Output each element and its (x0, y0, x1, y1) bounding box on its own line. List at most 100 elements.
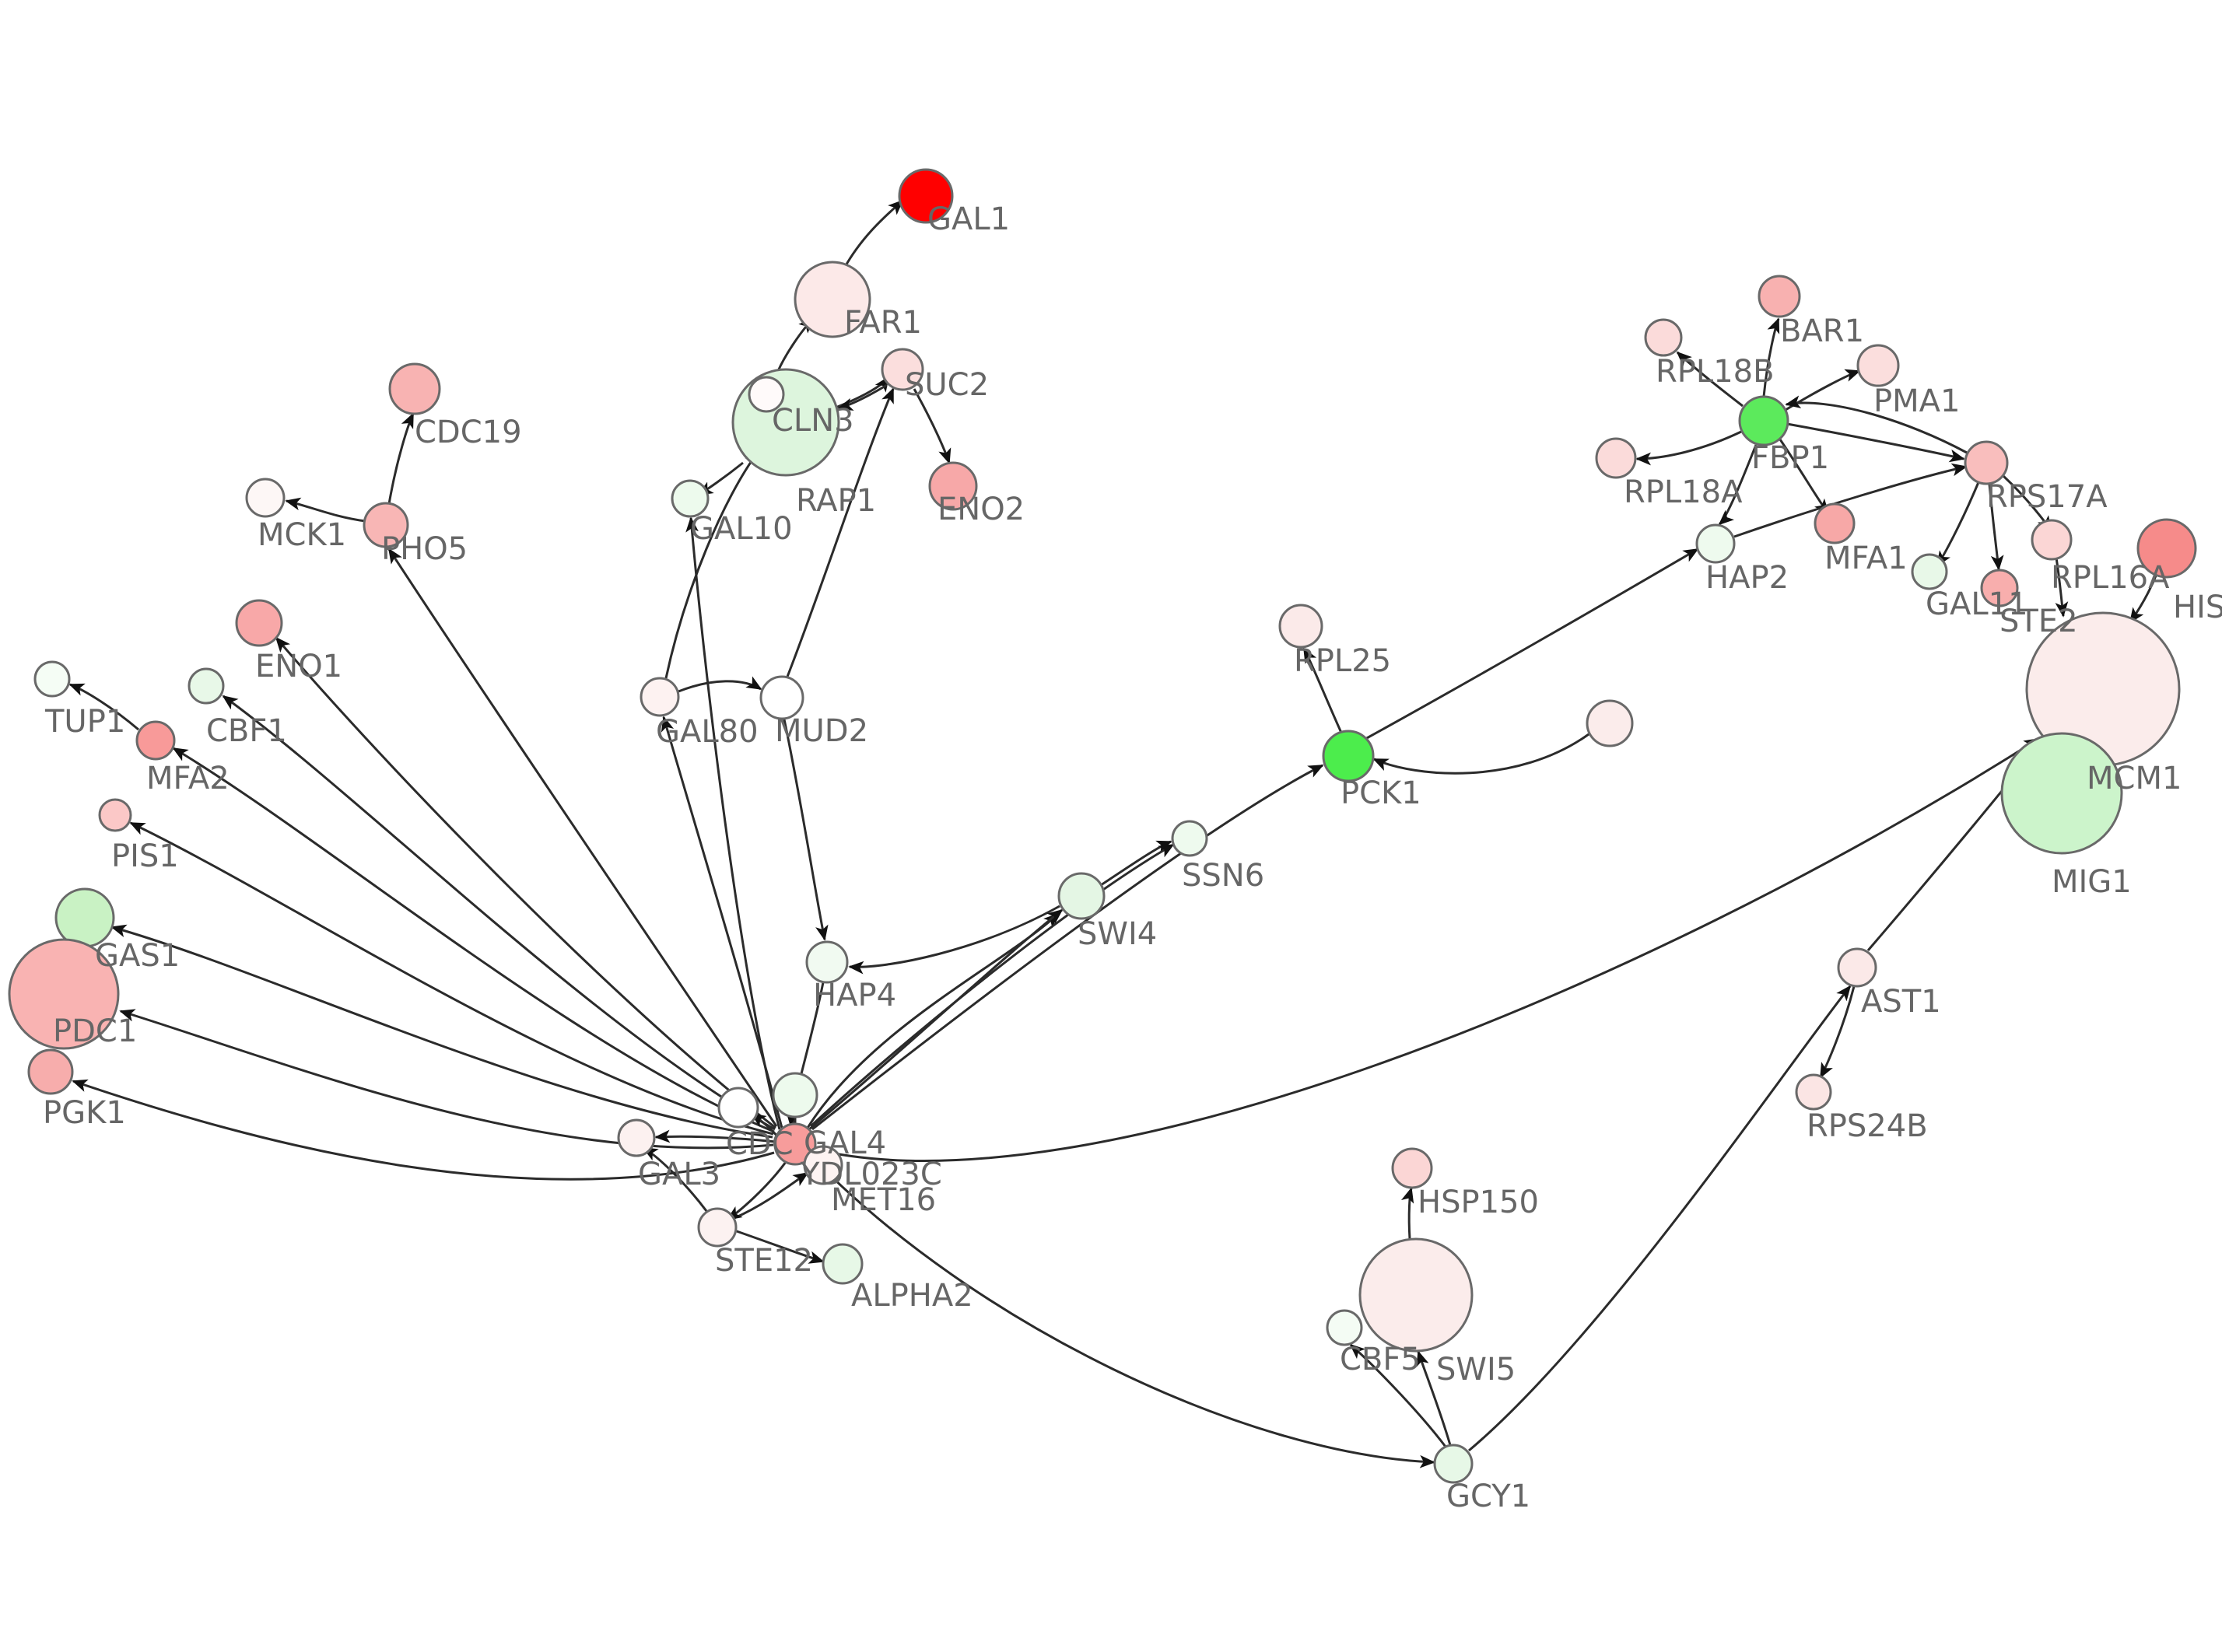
edge-gal4-to-gcy1[interactable] (812, 1157, 1435, 1468)
edge-fbp1-to-bar1[interactable] (1762, 317, 1780, 397)
edge-ste12-to-ydl023c[interactable] (734, 1171, 809, 1220)
edge-swi4-to-ssn6[interactable] (1100, 840, 1172, 887)
edge-gal4-to-ste12[interactable] (726, 1161, 787, 1221)
node-pma1[interactable] (1856, 344, 1900, 387)
edge-mud2-to-suc2[interactable] (786, 387, 895, 677)
node-gal4[interactable] (773, 1122, 817, 1166)
node-mck1[interactable] (245, 478, 286, 518)
node-fbp1[interactable] (1738, 395, 1789, 446)
edge-gal4-to-mcm1[interactable] (815, 737, 2040, 1162)
edge-pck1-to-rpl25[interactable] (1302, 647, 1343, 733)
edge-fbp1-to-rpl18a[interactable] (1635, 430, 1742, 466)
node-cbf1[interactable] (188, 667, 225, 705)
edge-gcy1-to-cbf5[interactable] (1349, 1343, 1447, 1447)
node-swi5[interactable] (1358, 1237, 1474, 1353)
node-rpl18a[interactable] (1595, 437, 1637, 479)
edge-gal4-to-pgk1[interactable] (72, 1079, 775, 1181)
node-gal11[interactable] (1911, 553, 1948, 590)
edge-swi5-to-hsp150[interactable] (1400, 1187, 1414, 1240)
edge-pho5-to-mck1[interactable] (285, 497, 366, 523)
edge-gal4-to-mfa2[interactable] (172, 747, 775, 1133)
edge-gal4-to-cbf1[interactable] (222, 695, 776, 1131)
node-rpl16a[interactable] (2031, 519, 2073, 561)
node-pis1[interactable] (98, 798, 132, 832)
edge-gal80-to-mud2[interactable] (678, 676, 762, 693)
node-eno1[interactable] (235, 599, 283, 647)
node-ste2[interactable] (1980, 569, 2019, 607)
node-gal10[interactable] (671, 479, 710, 518)
edge-gal80-to-cln3[interactable] (664, 450, 760, 679)
edge-gal4-to-gal10[interactable] (685, 516, 781, 1130)
edge-fbp1-to-rps17a[interactable] (1786, 422, 1965, 463)
node-ydl023c[interactable] (803, 1145, 843, 1185)
node-pgk1[interactable] (27, 1048, 74, 1095)
node-rps24b[interactable] (1795, 1073, 1832, 1111)
node-met16[interactable] (772, 1072, 818, 1118)
edge-gal4-to-swi4[interactable] (808, 908, 1064, 1131)
node-mcm1_ctr[interactable] (1586, 699, 1634, 747)
node-rpl25[interactable] (1278, 604, 1323, 649)
node-swi4[interactable] (1057, 872, 1106, 920)
node-ssn6[interactable] (1171, 820, 1208, 857)
node-gal80[interactable] (640, 677, 680, 717)
edge-rps17a-to-ste2[interactable] (1988, 483, 2004, 571)
node-eno2[interactable] (928, 461, 978, 511)
edge-suc2-to-cln3[interactable] (837, 383, 888, 411)
edge-pho5-to-cdc19[interactable] (387, 412, 415, 505)
edge-gal4-to-pdc1[interactable] (119, 1009, 774, 1150)
node-mfa2[interactable] (135, 720, 176, 761)
edge-ste12-to-alpha2[interactable] (734, 1229, 825, 1264)
edge-rpl16a-to-mcm1[interactable] (2055, 557, 2069, 618)
edge-swi4-to-hap4[interactable] (848, 905, 1060, 975)
node-his4[interactable] (2136, 518, 2197, 579)
edge-pck1-to-hap2[interactable] (1365, 548, 1699, 740)
node-cbf5[interactable] (1326, 1309, 1363, 1346)
edge-suc2-to-eno2[interactable] (913, 388, 952, 464)
node-ast1[interactable] (1837, 947, 1877, 988)
edge-far1-to-gal1[interactable] (843, 199, 904, 269)
edge-mud2-to-hap4[interactable] (783, 719, 829, 941)
edge-gal4-to-gal3[interactable] (654, 1129, 776, 1143)
edge-rps17a-to-fbp1[interactable] (1785, 395, 1968, 454)
node-hap2[interactable] (1695, 523, 1736, 564)
node-pck1[interactable] (1322, 730, 1375, 782)
node-rps17a[interactable] (1964, 440, 2009, 485)
node-far1[interactable] (794, 261, 871, 338)
edge-mcm1_ctr-to-pck1[interactable] (1372, 733, 1589, 775)
edge-rps17a-to-gal11[interactable] (1936, 481, 1980, 567)
node-pho5[interactable] (363, 502, 409, 548)
edge-gal4-to-pis1[interactable] (129, 821, 774, 1136)
node-label-tup1: TUP1 (44, 704, 125, 740)
edge-gal4-to-gas1[interactable] (110, 924, 773, 1139)
node-alpha2[interactable] (822, 1243, 864, 1285)
node-rap1[interactable] (748, 376, 785, 413)
node-hap4[interactable] (805, 940, 849, 984)
node-bar1[interactable] (1758, 275, 1801, 318)
node-rpl18b[interactable] (1644, 318, 1683, 357)
node-label-rpl18b: RPL18B (1656, 354, 1775, 390)
edge-mfa2-to-tup1[interactable] (68, 683, 139, 731)
edge-gal4-to-ssn6[interactable] (809, 843, 1175, 1128)
edge-gcy1-to-swi5[interactable] (1416, 1350, 1452, 1446)
node-mig1[interactable] (2000, 732, 2123, 855)
node-mfa1[interactable] (1814, 502, 1856, 544)
node-hsp150[interactable] (1391, 1147, 1433, 1189)
node-gal3[interactable] (617, 1118, 656, 1157)
edge-gal4-to-eno1[interactable] (275, 636, 776, 1129)
edge-gal4-to-pho5[interactable] (387, 548, 778, 1127)
node-mud2[interactable] (759, 675, 804, 720)
node-ste12[interactable] (697, 1207, 738, 1248)
node-cdc19[interactable] (388, 362, 441, 415)
node-suc2[interactable] (881, 348, 924, 391)
node-cdc[interactable] (717, 1087, 759, 1129)
edge-fbp1-to-rpl18b[interactable] (1676, 351, 1744, 408)
edge-ast1-to-rps24b[interactable] (1819, 985, 1856, 1079)
node-pdc1[interactable] (8, 938, 120, 1050)
edge-gcy1-to-ast1[interactable] (1468, 985, 1852, 1452)
node-tup1[interactable] (33, 660, 71, 698)
node-gcy1[interactable] (1433, 1444, 1474, 1484)
edge-gal4-to-pck1[interactable] (811, 764, 1324, 1131)
edge-fbp1-to-hap2[interactable] (1718, 444, 1758, 526)
edge-hap2-to-rps17a[interactable] (1733, 463, 1968, 538)
node-gal1[interactable] (898, 168, 954, 224)
